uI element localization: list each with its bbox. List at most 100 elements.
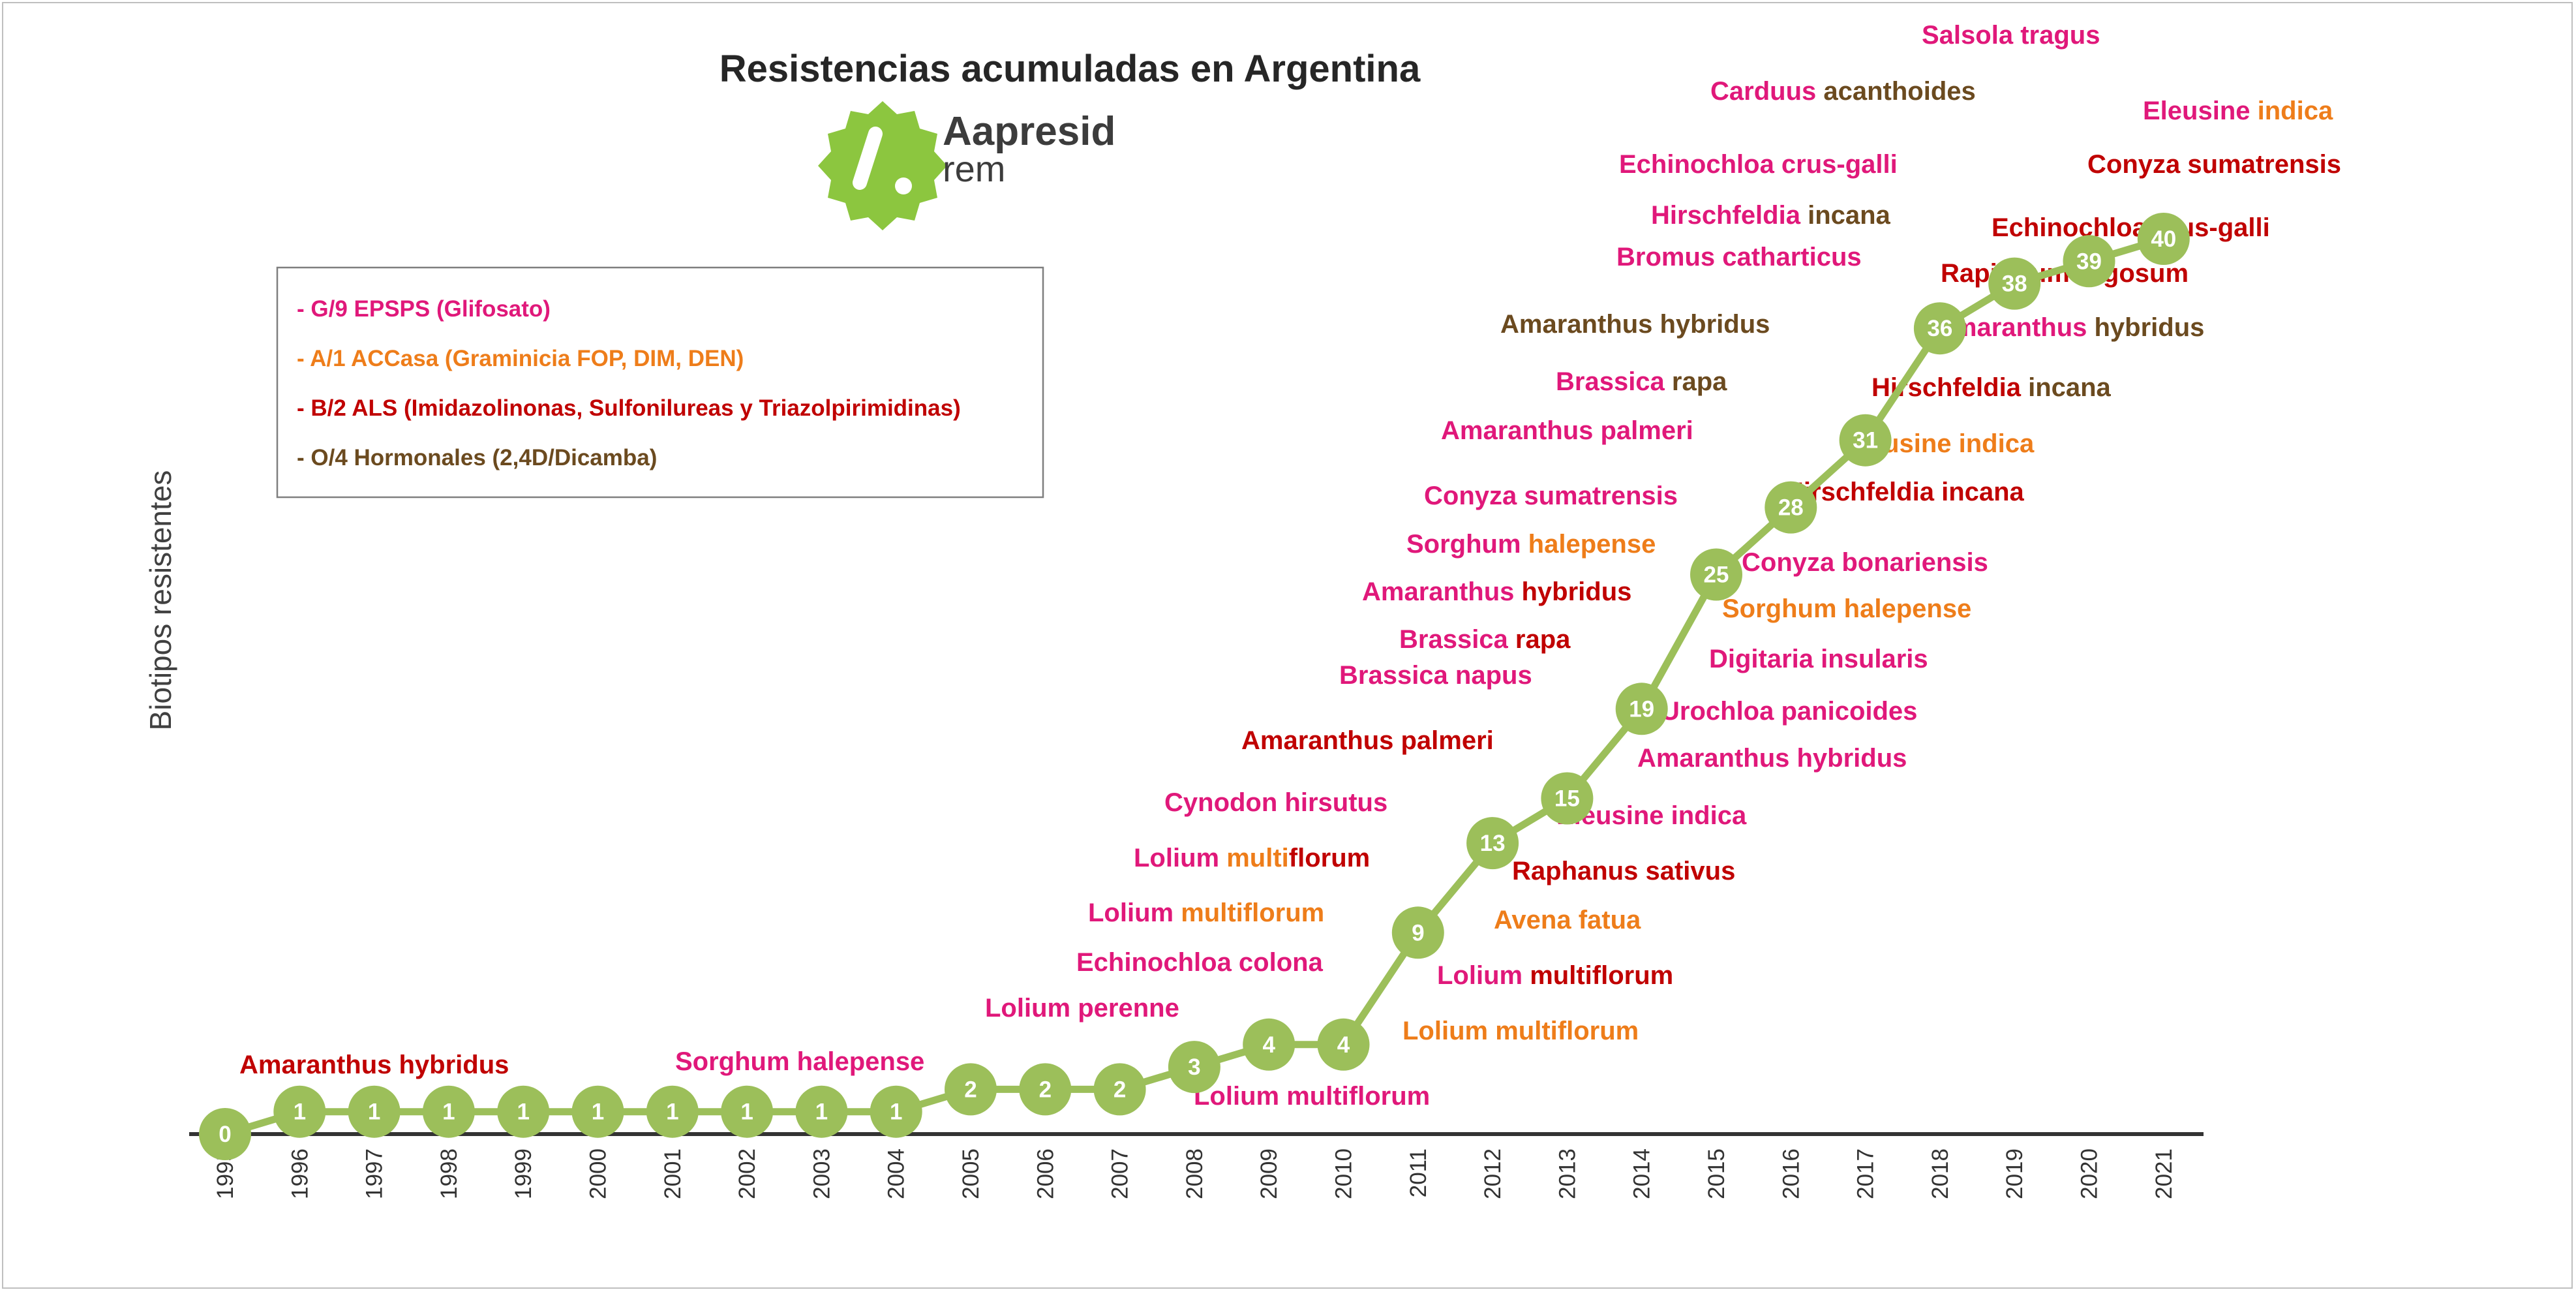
x-tick-label: 2020 bbox=[2077, 1148, 2102, 1199]
x-tick-label: 2008 bbox=[1182, 1148, 1207, 1199]
data-label: 2 bbox=[1114, 1077, 1126, 1102]
species-label-part: Cynodon hirsutus bbox=[1164, 788, 1387, 817]
data-point bbox=[1317, 1018, 1370, 1071]
x-tick-label: 2004 bbox=[884, 1148, 909, 1199]
data-label: 1 bbox=[815, 1100, 828, 1125]
species-label: Amaranthus hybridus bbox=[1362, 577, 1631, 606]
data-label: 40 bbox=[2151, 226, 2176, 252]
species-label: Eleusine indica bbox=[2143, 97, 2333, 125]
legend-entry: - O/4 Hormonales (2,4D/Dicamba) bbox=[297, 445, 657, 470]
aapresid-logo: Aapresid rem bbox=[818, 101, 1115, 230]
data-label: 2 bbox=[1039, 1077, 1052, 1102]
data-point bbox=[1243, 1018, 1296, 1071]
data-point bbox=[422, 1085, 475, 1138]
x-tick-label: 2006 bbox=[1033, 1148, 1058, 1199]
species-label: Brassica rapa bbox=[1556, 367, 1727, 396]
species-label-part: florum bbox=[1289, 844, 1370, 872]
species-label: Hirschfeldia incana bbox=[1785, 478, 2025, 506]
x-tick-label: 2017 bbox=[1853, 1148, 1879, 1199]
legend: - G/9 EPSPS (Glifosato) - A/1 ACCasa (Gra… bbox=[297, 296, 961, 470]
species-label-part: Conyza sumatrensis bbox=[2087, 150, 2341, 179]
legend-entry: - G/9 EPSPS (Glifosato) bbox=[297, 296, 551, 322]
x-tick-label: 2015 bbox=[1704, 1148, 1729, 1199]
species-label-part: Conyza bonariensis bbox=[1742, 548, 1988, 577]
x-tick-label: 2013 bbox=[1554, 1148, 1580, 1199]
data-label: 36 bbox=[1927, 316, 1952, 341]
species-label: Lolium multiflorum bbox=[1088, 899, 1324, 927]
data-point bbox=[1466, 817, 1519, 870]
data-point bbox=[721, 1085, 774, 1138]
x-tick-label: 2001 bbox=[660, 1148, 686, 1199]
species-label: Cynodon hirsutus bbox=[1164, 788, 1387, 817]
data-point bbox=[1839, 414, 1892, 467]
x-tick-label: 2002 bbox=[735, 1148, 760, 1199]
species-label-part: Brassica napus bbox=[1339, 661, 1532, 690]
x-tick-label: 1997 bbox=[362, 1148, 387, 1199]
species-label-part: Avena fatua bbox=[1494, 906, 1641, 934]
species-label-part: Hirschfeldia incana bbox=[1785, 478, 2025, 506]
species-label: Lolium multiflorum bbox=[1402, 1017, 1639, 1045]
x-tick-label: 1998 bbox=[436, 1148, 462, 1199]
species-label-part: Hirschfeldia bbox=[1651, 201, 1808, 230]
species-label-part: Amaranthus palmeri bbox=[1241, 726, 1494, 755]
x-tick-label: 1996 bbox=[287, 1148, 312, 1199]
species-label: Avena fatua bbox=[1494, 906, 1641, 934]
data-label: 1 bbox=[442, 1100, 455, 1125]
species-label-part: Echinochloa crus-galli bbox=[1619, 150, 1898, 179]
data-point bbox=[1541, 772, 1594, 825]
species-label-part: incana bbox=[2028, 373, 2111, 402]
species-label: Hirschfeldia incana bbox=[1871, 373, 2112, 402]
x-tick-label: 2012 bbox=[1480, 1148, 1506, 1199]
data-point bbox=[2063, 235, 2115, 288]
data-point bbox=[2137, 213, 2190, 265]
data-label: 39 bbox=[2076, 249, 2102, 274]
species-label: Sorghum halepense bbox=[675, 1047, 924, 1076]
data-point bbox=[795, 1085, 848, 1138]
data-point bbox=[646, 1085, 699, 1138]
species-label-part: Salsola tragus bbox=[1922, 21, 2100, 50]
chart-title: Resistencias acumuladas en Argentina bbox=[720, 48, 1421, 90]
species-label-part: rapa bbox=[1672, 367, 1727, 396]
species-label: Amaranthus hybridus bbox=[239, 1051, 509, 1079]
species-label: Brassica rapa bbox=[1399, 625, 1571, 654]
data-label: 38 bbox=[2002, 271, 2027, 297]
species-label-part: Brassica bbox=[1556, 367, 1672, 396]
species-label-part: Amaranthus hybridus bbox=[1500, 310, 1770, 339]
species-label: Hirschfeldia incana bbox=[1651, 201, 1891, 230]
data-label: 25 bbox=[1704, 562, 1729, 588]
species-label-part: Amaranthus hybridus bbox=[1637, 744, 1907, 773]
species-label: Digitaria insularis bbox=[1709, 645, 1928, 673]
species-label: Echinochloa crus-galli bbox=[1619, 150, 1898, 179]
x-tick-label: 2018 bbox=[1928, 1148, 1953, 1199]
data-label: 19 bbox=[1629, 696, 1654, 722]
data-label: 1 bbox=[740, 1100, 753, 1125]
species-label-part: Amaranthus palmeri bbox=[1441, 416, 1693, 445]
data-label: 9 bbox=[1412, 920, 1424, 946]
species-label: Lolium multiflorum bbox=[1437, 961, 1673, 990]
logo-name: Aapresid bbox=[943, 109, 1115, 154]
species-label: Amaranthus hybridus bbox=[1637, 744, 1907, 773]
species-label-part: multiflorum bbox=[1530, 961, 1673, 990]
species-label: Lolium multiflorum bbox=[1134, 844, 1370, 872]
data-point bbox=[348, 1085, 401, 1138]
x-axis-ticks: 1995 1996 1997 1998 1999 2000 2001 2002 2003 2004… bbox=[213, 1148, 2177, 1199]
data-point bbox=[1615, 683, 1668, 735]
data-point bbox=[571, 1085, 624, 1138]
species-label-part: rapa bbox=[1515, 625, 1571, 654]
logo-dot-icon bbox=[895, 177, 912, 194]
data-markers: 0 1 1 1 1 1 1 1 1 1 2 2 2 3 4 4 9 13 15 19 25 28 31 36 38 39 40 bbox=[199, 213, 2190, 1160]
x-tick-label: 2021 bbox=[2151, 1148, 2177, 1199]
x-tick-label: 2011 bbox=[1406, 1148, 1431, 1197]
data-label: 0 bbox=[219, 1122, 231, 1147]
species-label-part: Urochloa panicoides bbox=[1661, 697, 1917, 726]
species-label: Amaranthus hybridus bbox=[1935, 313, 2204, 342]
species-label: Echinochloa crus-galli bbox=[1992, 213, 2270, 242]
species-label: Lolium perenne bbox=[985, 994, 1179, 1023]
x-tick-label: 2016 bbox=[1778, 1148, 1804, 1199]
x-tick-label: 2019 bbox=[2002, 1148, 2027, 1199]
data-label: 1 bbox=[592, 1100, 604, 1125]
x-tick-label: 2000 bbox=[586, 1148, 611, 1199]
data-point bbox=[945, 1063, 997, 1116]
species-label: Amaranthus hybridus bbox=[1500, 310, 1770, 339]
